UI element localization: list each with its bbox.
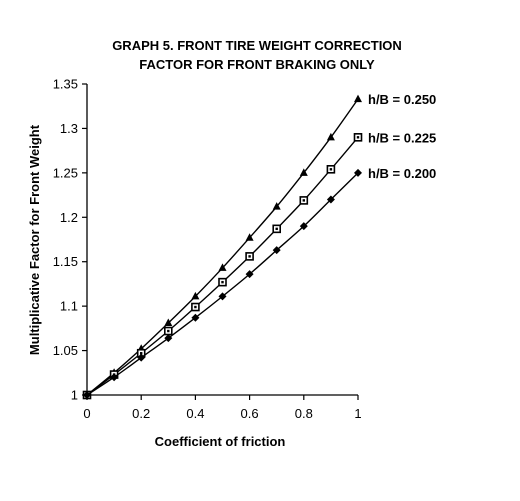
x-tick-label: 0.2 xyxy=(132,406,150,421)
y-tick-label: 1.35 xyxy=(53,77,78,92)
x-tick-label: 1 xyxy=(354,406,361,421)
data-point-diamond xyxy=(164,334,173,343)
data-point-triangle xyxy=(272,202,281,210)
series-group xyxy=(82,94,363,400)
data-point-square-center xyxy=(275,227,278,231)
chart-title-line-2: FACTOR FOR FRONT BRAKING ONLY xyxy=(139,57,375,72)
data-point-triangle xyxy=(191,291,200,300)
data-point-diamond xyxy=(299,222,308,231)
data-point-diamond xyxy=(83,391,91,399)
y-tick-label: 1.1 xyxy=(60,299,78,314)
series-label: h/B = 0.250 xyxy=(368,92,436,107)
data-point-square-center xyxy=(167,329,170,333)
data-point-square-center xyxy=(356,136,360,139)
series-label: h/B = 0.200 xyxy=(368,166,436,181)
series-labels: h/B = 0.250 h/B = 0.225 h/B = 0.200 xyxy=(368,92,436,181)
x-tick-label: 0 xyxy=(83,406,90,421)
data-point-square-center xyxy=(248,255,251,258)
y-axis-title: Multiplicative Factor for Front Weight xyxy=(27,124,42,355)
x-axis-title: Coefficient of friction xyxy=(155,434,286,449)
series-label: h/B = 0.225 xyxy=(368,130,436,145)
data-point-diamond xyxy=(245,270,254,279)
y-axis-ticks: 1 1.05 1.1 1.15 1.2 1.25 1.3 1.35 xyxy=(53,77,87,403)
y-tick-label: 1.15 xyxy=(53,254,78,269)
data-point-diamond xyxy=(218,292,227,301)
y-tick-label: 1.2 xyxy=(60,210,78,225)
data-point-diamond xyxy=(326,195,335,204)
data-point-diamond xyxy=(191,313,200,322)
x-axis-ticks: 0 0.2 0.4 0.6 0.8 1 xyxy=(83,395,362,421)
x-tick-label: 0.6 xyxy=(241,406,259,421)
data-point-triangle xyxy=(164,318,173,327)
y-tick-label: 1 xyxy=(71,388,78,403)
series-triangle xyxy=(83,94,362,398)
data-point-square-center xyxy=(302,199,305,202)
x-tick-label: 0.4 xyxy=(186,406,204,421)
x-tick-label: 0.8 xyxy=(295,406,313,421)
data-point-square-center xyxy=(140,352,143,355)
data-point-triangle xyxy=(245,233,254,241)
series-diamond xyxy=(83,168,362,399)
data-point-triangle xyxy=(354,94,362,103)
y-tick-label: 1.25 xyxy=(53,165,78,180)
data-point-square-center xyxy=(329,168,333,171)
y-tick-label: 1.05 xyxy=(53,343,78,358)
data-point-square-center xyxy=(221,280,224,284)
data-point-triangle xyxy=(326,132,335,141)
data-point-triangle xyxy=(299,168,308,176)
data-point-triangle xyxy=(218,263,227,271)
chart-title-line-1: GRAPH 5. FRONT TIRE WEIGHT CORRECTION xyxy=(112,38,402,53)
data-point-diamond xyxy=(272,246,281,255)
y-tick-label: 1.3 xyxy=(60,121,78,136)
data-point-diamond xyxy=(137,353,146,362)
data-point-diamond xyxy=(110,373,119,382)
series-square xyxy=(82,133,363,400)
data-point-square-center xyxy=(194,305,197,309)
data-point-diamond xyxy=(354,168,362,177)
series-line xyxy=(86,98,359,396)
